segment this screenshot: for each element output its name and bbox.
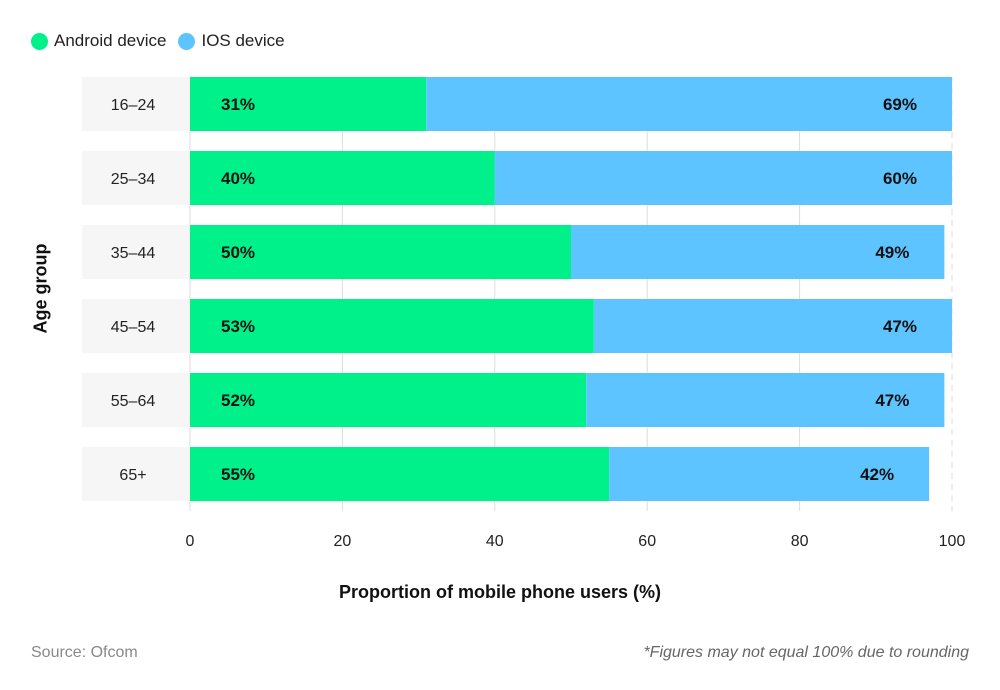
android-bar	[190, 151, 495, 205]
ios-bar	[586, 373, 945, 427]
ios-bar	[426, 77, 953, 131]
x-tick-label: 40	[486, 533, 504, 550]
legend-label-android: Android device	[54, 31, 167, 50]
android-bar	[190, 299, 594, 353]
ios-bar	[494, 151, 952, 205]
source-note: Source: Ofcom	[31, 644, 138, 661]
category-label: 55–64	[111, 393, 156, 410]
android-value-label: 52%	[221, 391, 255, 410]
legend-item-android: Android device	[31, 31, 166, 51]
android-value-label: 31%	[221, 95, 255, 114]
legend: Android device IOS device	[31, 31, 297, 51]
android-bar	[190, 77, 427, 131]
ios-swatch	[178, 32, 196, 50]
android-bar	[190, 373, 587, 427]
android-value-label: 50%	[221, 243, 255, 262]
android-value-label: 40%	[221, 169, 255, 188]
legend-label-ios: IOS device	[201, 31, 285, 50]
x-tick-label: 60	[638, 533, 656, 550]
x-tick-label: 80	[791, 533, 809, 550]
x-tick-label: 20	[334, 533, 352, 550]
category-cell	[82, 299, 190, 353]
ios-bar	[593, 299, 952, 353]
ios-bar	[571, 225, 945, 279]
y-axis-label: Age group	[30, 243, 51, 334]
android-swatch	[31, 32, 48, 50]
category-cell	[82, 151, 190, 205]
ios-value-label: 60%	[883, 169, 917, 188]
category-label: 65+	[119, 467, 146, 484]
ios-value-label: 47%	[883, 317, 917, 336]
android-bar	[190, 447, 610, 501]
ios-value-label: 49%	[875, 243, 909, 262]
ios-value-label: 42%	[860, 465, 894, 484]
ios-value-label: 69%	[883, 95, 917, 114]
category-cell	[82, 225, 190, 279]
rounding-note: *Figures may not equal 100% due to round…	[643, 644, 969, 661]
category-cell	[82, 373, 190, 427]
x-axis-label: Proportion of mobile phone users (%)	[338, 582, 661, 602]
category-label: 16–24	[111, 97, 156, 114]
android-value-label: 53%	[221, 317, 255, 336]
x-tick-label: 0	[186, 533, 195, 550]
android-value-label: 55%	[221, 465, 255, 484]
category-cell	[82, 77, 190, 131]
category-cell	[82, 447, 190, 501]
category-label: 45–54	[111, 319, 156, 336]
ios-bar	[609, 447, 930, 501]
android-bar	[190, 225, 571, 279]
ios-value-label: 47%	[875, 391, 909, 410]
category-label: 25–34	[111, 171, 156, 188]
legend-item-ios: IOS device	[178, 31, 285, 51]
x-tick-label: 100	[939, 533, 966, 550]
category-label: 35–44	[111, 245, 156, 262]
